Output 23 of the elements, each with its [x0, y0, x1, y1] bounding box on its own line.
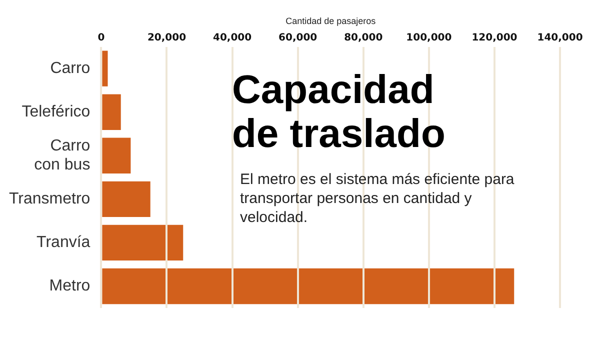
- y-tick-label: Carro con bus: [34, 137, 90, 174]
- x-tick-label: 40,000: [212, 32, 252, 44]
- text: El metro es el sistema más eficiente para transportar personas en cantidad y velocidad.: [240, 170, 516, 227]
- x-tick-label: 140,000: [537, 32, 583, 44]
- bar: [102, 138, 131, 174]
- y-tick-label: Transmetro: [9, 190, 90, 208]
- x-axis-title: Cantidad de pasajeros: [286, 16, 376, 26]
- text: Capacidad de traslado: [232, 68, 446, 156]
- y-tick-label: Tranvía: [36, 234, 90, 252]
- x-tick-label: 120,000: [472, 32, 518, 44]
- bar: [102, 268, 514, 304]
- x-tick-label: 60,000: [278, 32, 318, 44]
- bar: [102, 224, 184, 261]
- bar: [102, 181, 150, 218]
- y-tick-label: Metro: [49, 278, 90, 295]
- x-tick-label: 20,000: [147, 32, 186, 44]
- y-tick-label: Carro: [50, 60, 90, 77]
- x-tick-label: 0: [98, 32, 105, 44]
- x-tick-label: 100,000: [406, 32, 452, 44]
- bar: [102, 94, 121, 130]
- bar: [102, 50, 108, 86]
- y-tick-label: Teleférico: [22, 104, 90, 121]
- x-tick-label: 80,000: [344, 32, 383, 44]
